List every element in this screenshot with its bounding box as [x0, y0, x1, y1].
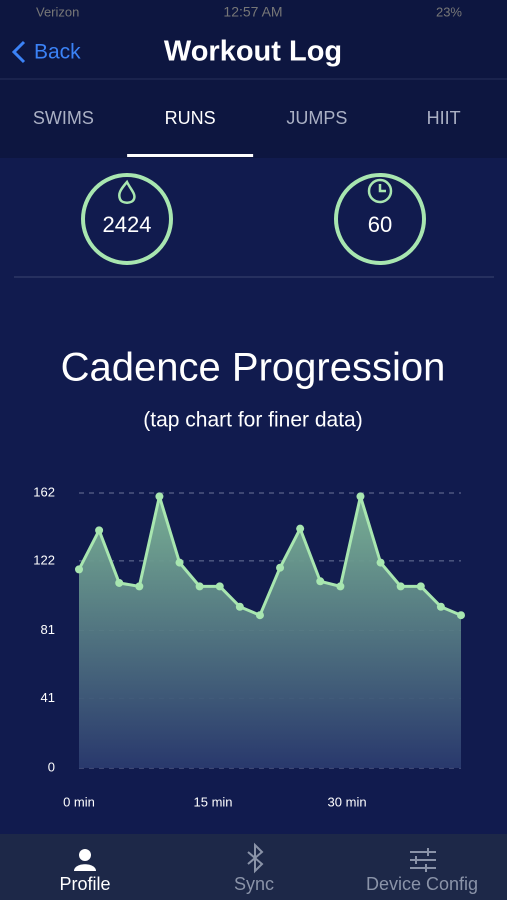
- point[interactable]: [296, 524, 305, 533]
- bottom-tab[interactable]: Device Config: [366, 874, 478, 894]
- stat-calories: 2424: [103, 212, 152, 237]
- nav-title: Workout Log: [164, 36, 342, 68]
- bluetooth-icon[interactable]: [247, 842, 264, 874]
- point[interactable]: [255, 611, 264, 620]
- chart-subtitle[interactable]: (tap chart for finer data): [143, 409, 362, 432]
- y-tick-label: 41: [41, 690, 55, 705]
- y-tick-label: 81: [41, 622, 55, 637]
- y-tick-label: 0: [48, 759, 55, 774]
- clock-icon: [367, 178, 393, 204]
- config-icon[interactable]: [410, 848, 436, 872]
- point[interactable]: [155, 492, 164, 501]
- tab-indicator: [127, 154, 254, 157]
- bottom-tab[interactable]: Sync: [234, 874, 274, 894]
- area: [79, 496, 461, 768]
- bottom-tab[interactable]: Profile: [59, 874, 110, 894]
- flame-icon: [118, 179, 136, 204]
- point[interactable]: [457, 611, 465, 620]
- point[interactable]: [436, 602, 445, 611]
- chart-title: Cadence Progression: [61, 346, 446, 390]
- profile-icon[interactable]: [79, 849, 91, 861]
- point[interactable]: [316, 577, 325, 586]
- point[interactable]: [336, 582, 345, 591]
- back-button[interactable]: Back: [34, 41, 81, 64]
- tab[interactable]: JUMPS: [286, 108, 347, 128]
- point[interactable]: [235, 602, 244, 611]
- point[interactable]: [376, 558, 385, 567]
- carrier: Verizon: [36, 4, 79, 19]
- stat-ring: [81, 173, 173, 265]
- point[interactable]: [416, 582, 425, 591]
- y-tick-label: 162: [33, 484, 55, 499]
- point[interactable]: [356, 492, 365, 501]
- tab[interactable]: HIIT: [427, 108, 461, 128]
- line: [77, 494, 462, 617]
- x-tick-label: 15 min: [194, 794, 233, 809]
- battery: 23%: [436, 4, 462, 19]
- point[interactable]: [175, 558, 184, 567]
- point[interactable]: [195, 582, 204, 591]
- stat-ring: [334, 173, 426, 265]
- x-tick-label: 0 min: [63, 794, 95, 809]
- stat-duration: 60: [368, 212, 392, 237]
- clock-hands: [378, 184, 386, 193]
- point[interactable]: [135, 582, 144, 591]
- point[interactable]: [95, 526, 104, 535]
- point[interactable]: [396, 582, 405, 591]
- back-chevron[interactable]: [11, 40, 26, 64]
- y-tick-label: 122: [33, 552, 55, 567]
- point[interactable]: [215, 582, 224, 591]
- tab[interactable]: SWIMS: [33, 108, 94, 128]
- x-tick-label: 30 min: [328, 794, 367, 809]
- profile-icon[interactable]: [74, 864, 96, 871]
- point[interactable]: [115, 578, 124, 587]
- chart[interactable]: 0 41 81 122 162 0 min 15 min 30 min: [33, 484, 465, 809]
- tab[interactable]: RUNS: [165, 108, 216, 128]
- time: 12:57 AM: [223, 4, 282, 20]
- point[interactable]: [75, 565, 83, 574]
- point[interactable]: [276, 563, 285, 572]
